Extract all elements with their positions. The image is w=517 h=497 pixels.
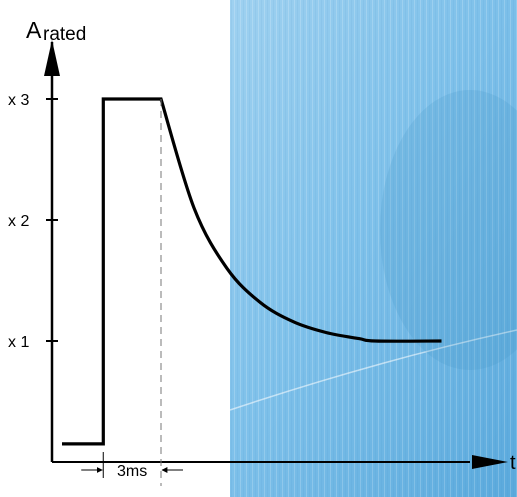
background-panel: [229, 0, 517, 497]
x-axis-arrow-icon: [472, 455, 508, 469]
y-tick-label: x 2: [8, 213, 29, 230]
annotation-label: 3ms: [117, 463, 147, 480]
y-axis-label-subscript: rated: [43, 24, 86, 45]
y-axis-arrow-icon: [44, 40, 60, 76]
series-group: [62, 97, 442, 446]
y-axis-label: A: [26, 17, 42, 43]
x-axis-label: t: [510, 452, 516, 474]
series-line: [62, 97, 442, 446]
y-tick-label: x 3: [8, 92, 29, 109]
y-ticks: x 1 x 2 x 3: [8, 92, 58, 351]
y-tick-label: x 1: [8, 334, 29, 351]
duration-annotation: 3ms: [81, 99, 183, 486]
